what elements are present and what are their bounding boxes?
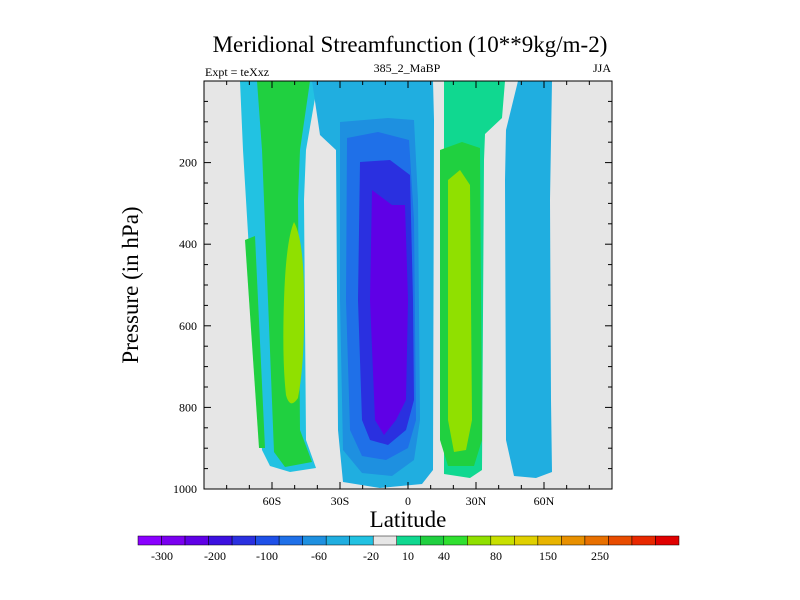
x-tick-label: 30S bbox=[331, 494, 350, 508]
y-tick-label: 600 bbox=[179, 319, 197, 333]
nh-ferrel-cell-max-region bbox=[448, 170, 472, 452]
colorbar-swatch bbox=[514, 535, 539, 546]
colorbar-swatch bbox=[561, 535, 586, 546]
chart-title: Meridional Streamfunction (10**9kg/m-2) bbox=[213, 32, 608, 57]
colorbar-label: 250 bbox=[591, 549, 609, 563]
colorbar-swatch bbox=[631, 535, 656, 546]
sh-outer-cell-max-region bbox=[283, 222, 305, 404]
colorbar-swatch bbox=[349, 535, 374, 546]
colorbar-swatch bbox=[137, 535, 162, 546]
colorbar-swatch bbox=[231, 535, 256, 546]
colorbar-label: -20 bbox=[363, 549, 379, 563]
colorbar-swatch bbox=[584, 535, 609, 546]
colorbar-swatch bbox=[396, 535, 421, 546]
y-tick-label: 400 bbox=[179, 237, 197, 251]
sh-left-spike bbox=[245, 236, 265, 448]
colorbar-label: -100 bbox=[256, 549, 278, 563]
colorbar-swatch bbox=[467, 535, 492, 546]
colorbar-swatch bbox=[184, 535, 209, 546]
contour-fields bbox=[240, 81, 552, 488]
colorbar-swatch bbox=[372, 535, 397, 546]
colorbar: -300 -200 -100 -60 -20 10 40 80 150 250 bbox=[137, 535, 680, 563]
experiment-label: Expt = teXxz bbox=[205, 65, 269, 79]
colorbar-label: 40 bbox=[438, 549, 450, 563]
colorbar-label: -300 bbox=[151, 549, 173, 563]
x-axis: 60S 30S 0 30N 60N bbox=[203, 81, 613, 508]
colorbar-swatch bbox=[608, 535, 633, 546]
colorbar-label: 150 bbox=[539, 549, 557, 563]
colorbar-swatch bbox=[302, 535, 327, 546]
colorbar-swatch bbox=[490, 535, 515, 546]
y-tick-label: 200 bbox=[179, 156, 197, 170]
colorbar-label: -60 bbox=[311, 549, 327, 563]
x-axis-title: Latitude bbox=[370, 507, 447, 532]
x-tick-label: 30N bbox=[466, 494, 487, 508]
season-label: JJA bbox=[593, 61, 611, 75]
colorbar-swatch bbox=[255, 535, 280, 546]
colorbar-swatch bbox=[208, 535, 233, 546]
colorbar-label: -200 bbox=[204, 549, 226, 563]
colorbar-swatch bbox=[420, 535, 445, 546]
x-tick-label: 60N bbox=[534, 494, 555, 508]
period-label: 385_2_MaBP bbox=[374, 61, 441, 75]
y-axis-title: Pressure (in hPa) bbox=[118, 206, 143, 363]
hadley-cell-max-region bbox=[370, 190, 408, 435]
colorbar-label: 80 bbox=[490, 549, 502, 563]
colorbar-swatch bbox=[161, 535, 186, 546]
x-tick-label: 0 bbox=[405, 494, 411, 508]
y-tick-label: 800 bbox=[179, 400, 197, 414]
colorbar-swatch bbox=[655, 535, 680, 546]
colorbar-swatch bbox=[278, 535, 303, 546]
colorbar-swatch bbox=[537, 535, 562, 546]
y-tick-label: 1000 bbox=[173, 482, 197, 496]
colorbar-label: 10 bbox=[402, 549, 414, 563]
colorbar-swatch bbox=[443, 535, 468, 546]
nh-polar-cell-region bbox=[505, 81, 552, 478]
x-tick-label: 60S bbox=[263, 494, 282, 508]
y-axis: 200 400 600 800 1000 bbox=[173, 100, 612, 496]
colorbar-swatch bbox=[325, 535, 350, 546]
